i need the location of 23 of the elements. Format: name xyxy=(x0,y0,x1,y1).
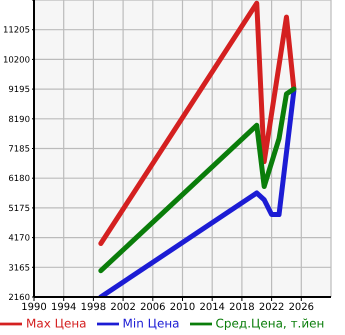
y-tick-label: 10200 xyxy=(2,55,30,66)
y-tick-label: 3165 xyxy=(8,263,30,274)
x-tick-label: 2002 xyxy=(110,302,136,314)
y-tick-label: 5175 xyxy=(8,204,30,214)
x-tick-label: 2010 xyxy=(170,302,196,314)
y-tick-label: 6180 xyxy=(8,174,30,184)
x-tick-label: 2014 xyxy=(199,302,225,314)
x-tick-label: 1998 xyxy=(80,302,106,314)
x-tick-label: 1990 xyxy=(21,302,47,314)
y-tick-label: 9195 xyxy=(8,85,30,96)
y-tick-label: 11205 xyxy=(2,26,30,36)
y-tick-label: 4170 xyxy=(8,234,30,244)
x-tick-label: 2026 xyxy=(288,302,314,314)
legend-label: Сред.Цена, т.йен xyxy=(216,316,324,330)
x-tick-label: 2022 xyxy=(258,302,284,314)
legend-label: Min Цена xyxy=(122,316,180,330)
x-tick-label: 2018 xyxy=(229,302,255,314)
legend-label: Max Цена xyxy=(26,316,87,330)
x-tick-label: 1994 xyxy=(50,302,76,314)
y-tick-label: 8190 xyxy=(8,114,30,125)
y-tick-label: 7185 xyxy=(8,144,30,155)
x-tick-label: 2006 xyxy=(140,302,166,314)
y-tick-label: 2160 xyxy=(8,293,30,304)
